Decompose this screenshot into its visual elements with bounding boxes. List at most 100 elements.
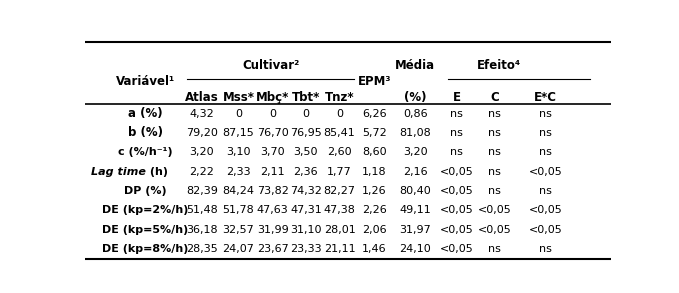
Text: 49,11: 49,11 [399,205,431,215]
Text: 2,06: 2,06 [362,224,386,234]
Text: ns: ns [539,109,552,119]
Text: DP (%): DP (%) [124,186,167,196]
Text: <0,05: <0,05 [439,205,473,215]
Text: ns: ns [539,147,552,157]
Text: 2,36: 2,36 [293,167,318,177]
Text: Efeito⁴: Efeito⁴ [477,59,521,72]
Text: 0: 0 [270,109,276,119]
Text: 81,08: 81,08 [399,128,431,138]
Text: 1,26: 1,26 [362,186,386,196]
Text: 31,99: 31,99 [257,224,289,234]
Text: DE (kp=2%/h): DE (kp=2%/h) [103,205,189,215]
Text: 31,97: 31,97 [399,224,431,234]
Text: 23,33: 23,33 [290,244,322,254]
Text: Cultivar²: Cultivar² [242,59,299,72]
Text: ns: ns [488,244,500,254]
Text: 2,26: 2,26 [362,205,386,215]
Text: <0,05: <0,05 [477,205,511,215]
Text: a (%): a (%) [128,107,163,120]
Text: <0,05: <0,05 [528,167,562,177]
Text: 0: 0 [235,109,242,119]
Text: 21,11: 21,11 [324,244,355,254]
Text: 8,60: 8,60 [362,147,386,157]
Text: <0,05: <0,05 [477,224,511,234]
Text: 24,07: 24,07 [223,244,255,254]
Text: ns: ns [450,109,463,119]
Text: <0,05: <0,05 [439,167,473,177]
Text: 82,27: 82,27 [324,186,356,196]
Text: <0,05: <0,05 [528,205,562,215]
Text: 2,60: 2,60 [327,147,352,157]
Text: Mbç*: Mbç* [256,91,289,104]
Text: b (%): b (%) [128,127,163,139]
Text: ns: ns [488,128,500,138]
Text: 84,24: 84,24 [223,186,255,196]
Text: ns: ns [539,244,552,254]
Text: 3,20: 3,20 [189,147,214,157]
Text: 1,18: 1,18 [362,167,386,177]
Text: C: C [490,91,498,104]
Text: <0,05: <0,05 [439,244,473,254]
Text: 28,01: 28,01 [324,224,355,234]
Text: 4,32: 4,32 [189,109,214,119]
Text: <0,05: <0,05 [528,224,562,234]
Text: 79,20: 79,20 [186,128,218,138]
Text: 76,70: 76,70 [257,128,289,138]
Text: <0,05: <0,05 [439,186,473,196]
Text: 32,57: 32,57 [223,224,255,234]
Text: E*C: E*C [534,91,557,104]
Text: ns: ns [539,186,552,196]
Text: 2,22: 2,22 [189,167,214,177]
Text: 73,82: 73,82 [257,186,289,196]
Text: 31,10: 31,10 [290,224,322,234]
Text: 82,39: 82,39 [186,186,218,196]
Text: 80,40: 80,40 [399,186,431,196]
Text: ns: ns [488,186,500,196]
Text: 74,32: 74,32 [290,186,322,196]
Text: Tnz*: Tnz* [325,91,354,104]
Text: Mss*: Mss* [223,91,255,104]
Text: 87,15: 87,15 [223,128,255,138]
Text: 6,26: 6,26 [362,109,386,119]
Text: Média: Média [395,59,435,72]
Text: (%): (%) [404,91,426,104]
Text: Lag time: Lag time [90,167,145,177]
Text: E: E [452,91,460,104]
Text: 51,48: 51,48 [186,205,217,215]
Text: 2,33: 2,33 [226,167,251,177]
Text: 3,50: 3,50 [293,147,318,157]
Text: c (%/h⁻¹): c (%/h⁻¹) [118,147,172,157]
Text: DE (kp=5%/h): DE (kp=5%/h) [103,224,189,234]
Text: (h): (h) [147,167,168,177]
Text: 2,11: 2,11 [261,167,285,177]
Text: 3,70: 3,70 [261,147,285,157]
Text: ns: ns [450,147,463,157]
Text: 5,72: 5,72 [362,128,386,138]
Text: 3,10: 3,10 [226,147,251,157]
Text: 1,77: 1,77 [327,167,352,177]
Text: 0: 0 [336,109,343,119]
Text: <0,05: <0,05 [439,224,473,234]
Text: 76,95: 76,95 [290,128,322,138]
Text: 1,46: 1,46 [362,244,386,254]
Text: ns: ns [488,147,500,157]
Text: Atlas: Atlas [185,91,219,104]
Text: Variável¹: Variável¹ [116,75,175,88]
Text: Tbt*: Tbt* [292,91,320,104]
Text: ns: ns [450,128,463,138]
Text: 28,35: 28,35 [186,244,217,254]
Text: ns: ns [488,109,500,119]
Text: 24,10: 24,10 [399,244,431,254]
Text: 51,78: 51,78 [223,205,255,215]
Text: 85,41: 85,41 [324,128,355,138]
Text: 0: 0 [302,109,310,119]
Text: DE (kp=8%/h): DE (kp=8%/h) [103,244,189,254]
Text: 36,18: 36,18 [186,224,217,234]
Text: 3,20: 3,20 [403,147,428,157]
Text: 0,86: 0,86 [403,109,428,119]
Text: 23,67: 23,67 [257,244,289,254]
Text: 47,31: 47,31 [290,205,322,215]
Text: 47,38: 47,38 [324,205,356,215]
Text: EPM³: EPM³ [358,75,391,88]
Text: ns: ns [539,128,552,138]
